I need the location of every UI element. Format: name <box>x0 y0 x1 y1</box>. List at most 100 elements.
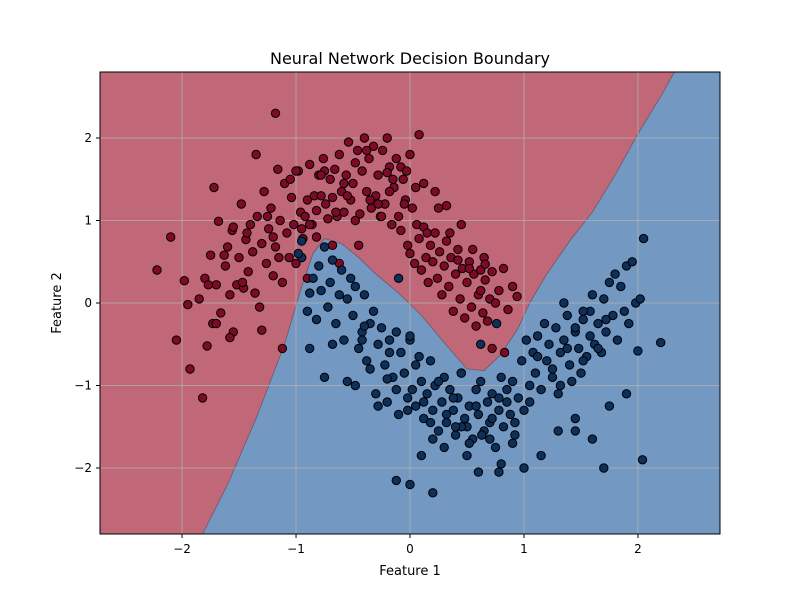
class-0-point <box>512 291 522 302</box>
class-0-point <box>425 240 436 251</box>
class-0-point <box>409 258 420 269</box>
class-1-point <box>368 306 379 316</box>
class-1-point <box>505 409 515 420</box>
class-0-point <box>343 137 354 147</box>
class-1-point <box>428 488 438 498</box>
class-0-point <box>355 209 365 219</box>
class-0-point <box>396 225 406 236</box>
x-tick-label: −2 <box>173 542 191 556</box>
class-0-point <box>268 271 278 281</box>
class-0-point <box>368 141 379 152</box>
class-0-point <box>264 224 274 234</box>
class-1-point <box>494 405 504 415</box>
class-1-point <box>348 310 358 321</box>
class-1-point <box>587 434 598 444</box>
class-1-point <box>365 364 375 374</box>
class-1-point <box>342 294 352 304</box>
class-0-point <box>197 393 208 403</box>
class-0-point <box>439 261 449 271</box>
y-axis: −2 −1 0 1 2 <box>74 131 100 475</box>
class-1-point <box>570 426 580 436</box>
class-1-point <box>532 351 543 362</box>
class-0-point <box>194 294 204 304</box>
class-0-point <box>270 108 281 119</box>
decision-boundary-line <box>202 72 675 534</box>
class-1-point <box>599 294 609 304</box>
class-1-point <box>570 323 580 333</box>
class-0-point <box>403 240 413 251</box>
class-1-point <box>494 467 504 477</box>
class-1-point <box>464 438 474 448</box>
y-tick-label: −2 <box>74 461 92 475</box>
class-1-point <box>302 306 313 316</box>
class-1-point <box>407 384 417 395</box>
class-1-point <box>422 389 432 399</box>
class-0-point <box>202 341 212 351</box>
class-0-point <box>300 211 310 222</box>
class-1-point <box>585 331 595 341</box>
class-0-point <box>257 238 267 249</box>
class-0-point <box>462 277 472 288</box>
class-1-point <box>323 302 333 312</box>
class-1-point <box>593 343 603 354</box>
class-1-point <box>448 405 458 415</box>
class-1-point <box>482 397 493 407</box>
class-1-point <box>331 318 341 329</box>
class-1-point <box>414 351 424 362</box>
y-tick-label: −1 <box>74 379 92 393</box>
class-0-point <box>297 224 307 234</box>
class-0-point <box>405 149 415 160</box>
class-1-point <box>297 236 307 246</box>
class-1-point <box>627 257 637 267</box>
class-1-point <box>502 384 512 395</box>
class-0-point <box>205 250 216 260</box>
class-0-point <box>405 248 415 259</box>
class-0-point <box>275 215 285 226</box>
class-1-point <box>359 321 370 331</box>
class-1-point <box>576 368 586 378</box>
class-0-point <box>234 252 244 263</box>
class-1-point <box>525 380 535 391</box>
class-1-point <box>441 409 452 420</box>
class-0-point <box>327 240 338 251</box>
class-0-point <box>305 219 315 230</box>
class-0-point <box>291 258 301 269</box>
class-1-point <box>391 327 401 337</box>
class-0-point <box>498 263 509 274</box>
class-0-point <box>348 178 358 189</box>
class-1-point <box>599 463 609 473</box>
class-1-point <box>473 467 484 477</box>
class-1-point <box>542 356 552 366</box>
class-1-point <box>502 397 512 407</box>
y-axis-label: Feature 2 <box>50 272 65 334</box>
class-0-point <box>445 228 455 238</box>
class-0-point <box>311 232 322 242</box>
class-1-point <box>487 413 497 424</box>
class-0-point <box>316 170 326 180</box>
class-0-point <box>222 242 233 252</box>
class-1-point <box>433 376 444 387</box>
class-1-point <box>578 356 588 366</box>
class-0-point <box>450 269 461 279</box>
class-1-point <box>419 397 429 407</box>
class-1-point <box>559 335 569 345</box>
class-0-point <box>203 280 214 290</box>
class-1-point <box>487 389 497 399</box>
class-1-point <box>610 269 620 279</box>
class-0-point <box>166 232 176 242</box>
class-1-point <box>411 401 421 411</box>
class-0-point <box>213 216 224 227</box>
class-1-point <box>570 413 580 424</box>
x-tick-label: 0 <box>406 542 414 556</box>
class-0-point <box>471 321 481 331</box>
class-0-point <box>286 192 297 203</box>
class-0-point <box>399 199 409 209</box>
class-0-point <box>274 252 284 263</box>
class-0-point <box>362 186 372 197</box>
class-1-point <box>384 335 395 345</box>
class-1-point <box>382 374 392 384</box>
x-axis: −2 −1 0 1 2 <box>173 534 642 556</box>
class-1-point <box>601 314 611 325</box>
class-0-point <box>220 261 231 271</box>
class-0-point <box>373 199 383 209</box>
